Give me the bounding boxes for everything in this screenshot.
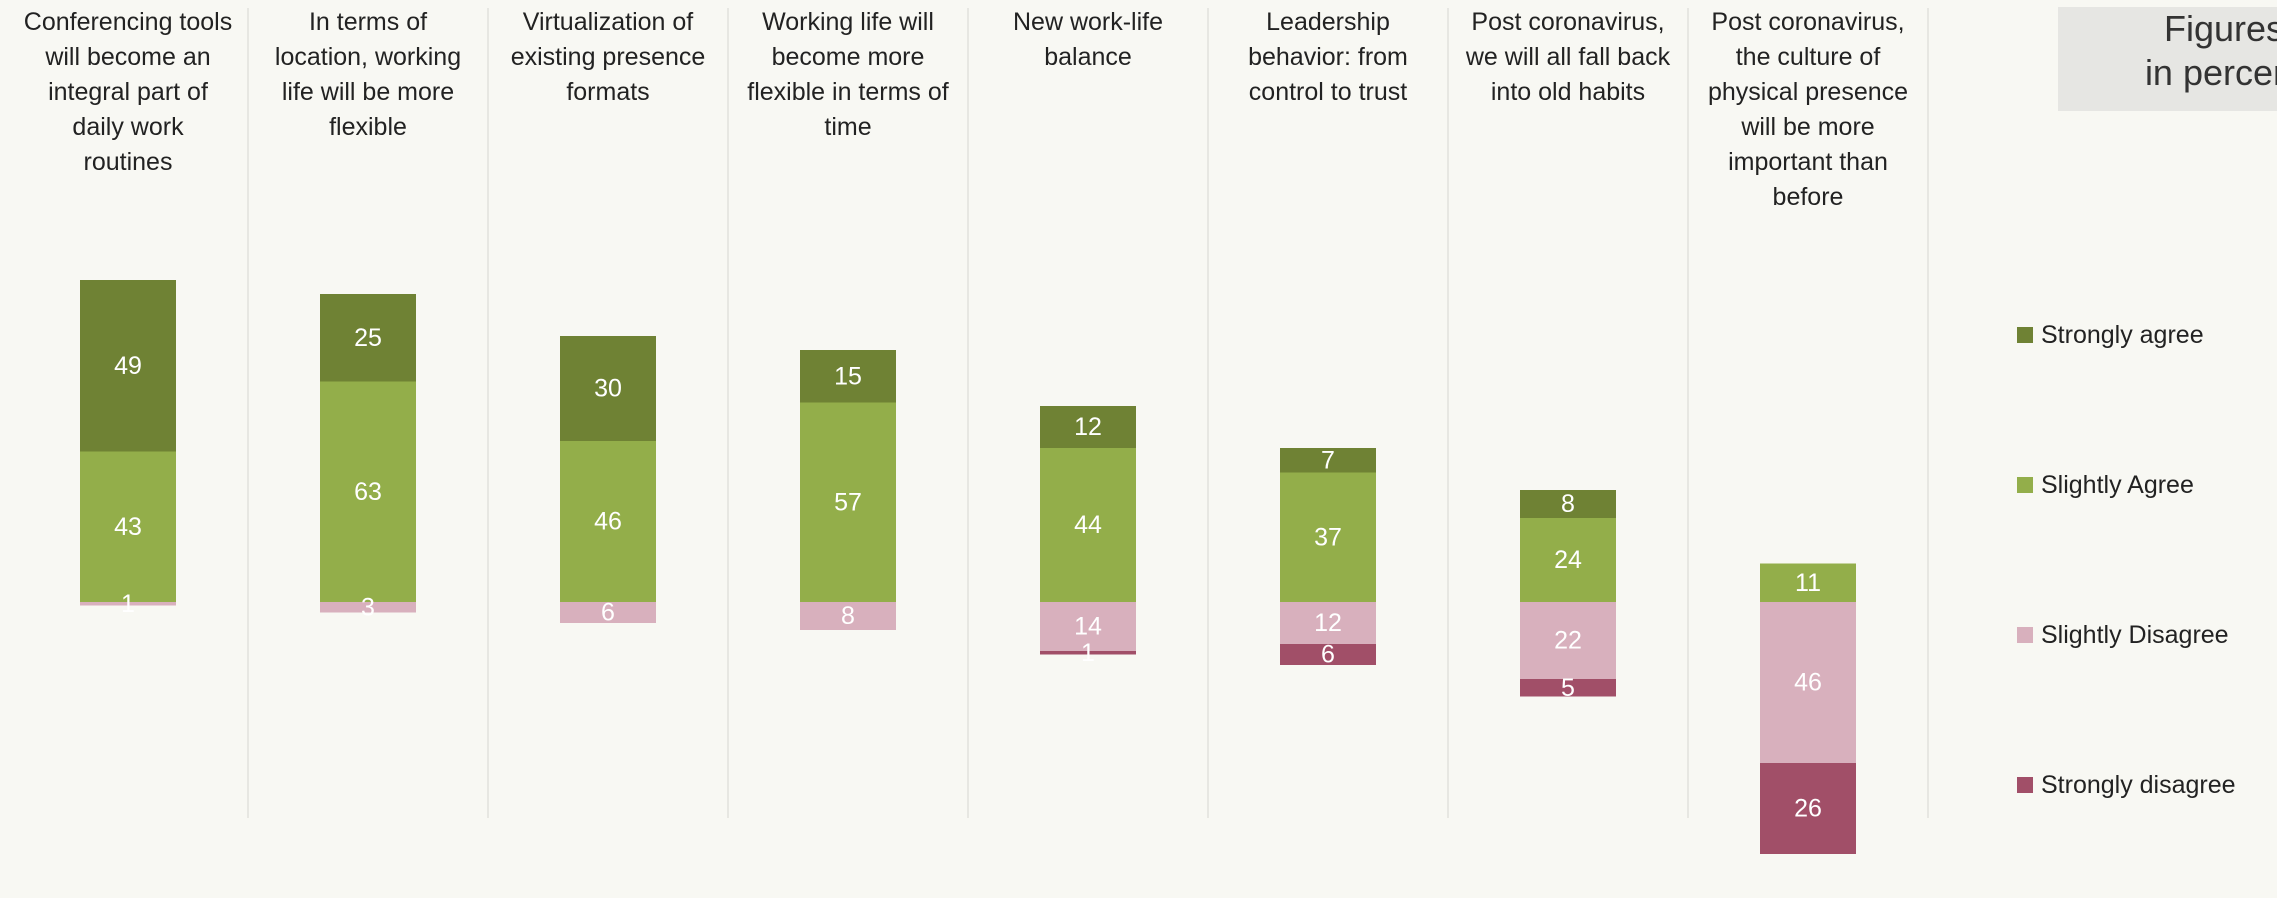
bar-slightly-agree	[1280, 472, 1376, 602]
legend-swatch	[2017, 477, 2033, 493]
data-label: 14	[1074, 613, 1102, 641]
bar-strongly-agree	[1280, 448, 1376, 473]
bar-slightly-disagree	[1520, 602, 1616, 679]
data-label: 46	[594, 508, 622, 536]
units-box	[2058, 7, 2277, 111]
legend-swatch	[2017, 777, 2033, 793]
bar-strongly-agree	[320, 294, 416, 382]
legend-item: Slightly Disagree	[2017, 620, 2229, 650]
bar-strongly-agree	[560, 336, 656, 441]
bar-slightly-disagree	[320, 602, 416, 613]
data-label: 1	[1081, 639, 1095, 667]
category-label: Post coronavirus, the culture of physica…	[1707, 8, 1909, 211]
bar-strongly-agree	[800, 350, 896, 403]
category-label: Working life will become more flexible i…	[747, 8, 949, 141]
data-label: 37	[1314, 523, 1342, 551]
legend-label: Slightly Agree	[2041, 470, 2194, 499]
data-label: 43	[114, 513, 142, 541]
data-label: 15	[834, 362, 862, 390]
data-label: 49	[114, 352, 142, 380]
category-label: Conferencing tools will become an integr…	[23, 8, 233, 176]
bar-slightly-agree	[320, 381, 416, 602]
data-label: 26	[1794, 795, 1822, 823]
bar-slightly-agree	[1040, 448, 1136, 602]
legend-item: Strongly agree	[2017, 320, 2204, 350]
bar-slightly-agree	[80, 451, 176, 602]
data-label: 30	[594, 375, 622, 403]
legend-label: Strongly agree	[2041, 320, 2204, 349]
category-label: Post coronavirus, we will all fall back …	[1465, 8, 1671, 106]
legend-item: Slightly Agree	[2017, 470, 2194, 500]
data-label: 7	[1321, 446, 1335, 474]
bar-strongly-disagree	[1280, 644, 1376, 665]
bar-slightly-disagree	[1280, 602, 1376, 644]
bar-strongly-disagree	[1040, 651, 1136, 655]
bar-slightly-agree	[800, 402, 896, 602]
legend-label: Slightly Disagree	[2041, 620, 2229, 649]
bar-strongly-agree	[1520, 490, 1616, 518]
data-label: 46	[1794, 669, 1822, 697]
bar-strongly-agree	[1040, 406, 1136, 448]
data-label: 12	[1314, 609, 1342, 637]
bar-slightly-disagree	[1040, 602, 1136, 651]
data-label: 24	[1554, 546, 1582, 574]
data-label: 3	[361, 593, 375, 621]
units-note: Figures in percent	[2144, 8, 2277, 93]
bar-slightly-agree	[560, 441, 656, 602]
data-label: 5	[1561, 674, 1575, 702]
category-label: New work-life balance	[1012, 8, 1164, 71]
category-label: Virtualization of existing presence form…	[510, 8, 706, 106]
bar-slightly-disagree	[80, 602, 176, 606]
bar-strongly-disagree	[1760, 763, 1856, 854]
category-label: In terms of location, working life will …	[274, 8, 462, 141]
category-label: Leadership behavior: from control to tru…	[1248, 8, 1408, 106]
data-label: 8	[1561, 490, 1575, 518]
bar-slightly-disagree	[560, 602, 656, 623]
bar-slightly-agree	[1760, 563, 1856, 602]
legend-label: Strongly disagree	[2041, 770, 2236, 799]
data-label: 12	[1074, 413, 1102, 441]
data-label: 1	[121, 590, 135, 618]
bar-strongly-agree	[80, 280, 176, 452]
legend-swatch	[2017, 627, 2033, 643]
bar-slightly-disagree	[1760, 602, 1856, 763]
data-label: 8	[841, 602, 855, 630]
legend-swatch	[2017, 327, 2033, 343]
data-label: 6	[601, 599, 615, 627]
data-label: 57	[834, 488, 862, 516]
bar-strongly-disagree	[1520, 679, 1616, 697]
bar-slightly-agree	[1520, 518, 1616, 602]
legend-item: Strongly disagree	[2017, 770, 2236, 800]
data-label: 22	[1554, 627, 1582, 655]
bar-slightly-disagree	[800, 602, 896, 630]
data-label: 25	[354, 324, 382, 352]
data-label: 6	[1321, 641, 1335, 669]
data-label: 63	[354, 478, 382, 506]
data-label: 44	[1074, 511, 1102, 539]
data-label: 11	[1795, 569, 1821, 597]
